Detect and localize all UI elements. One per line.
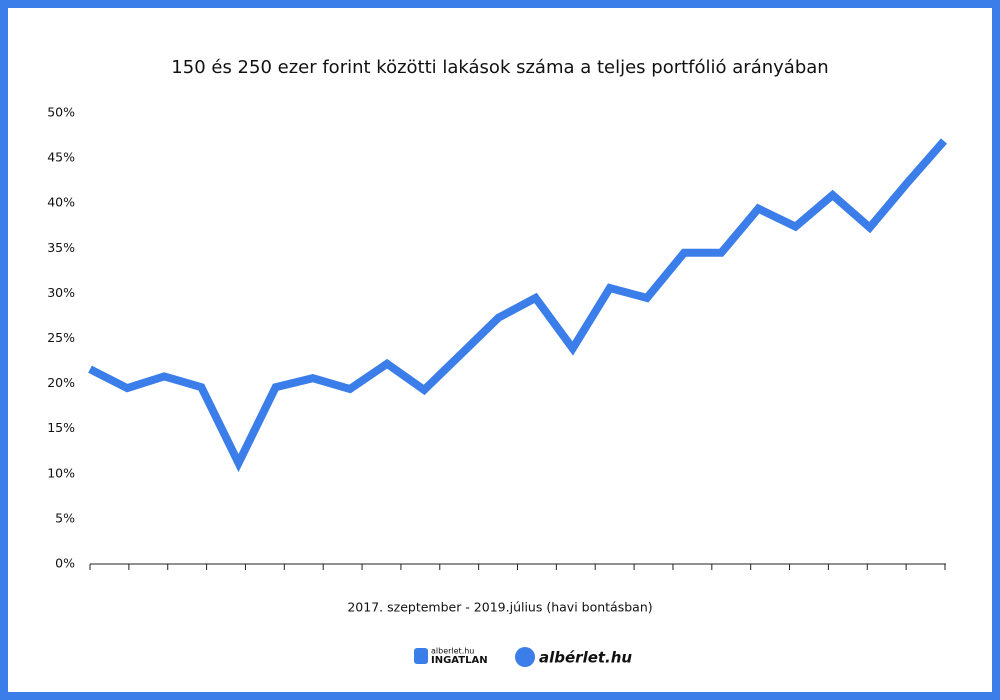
y-tick-label: 10%: [47, 465, 75, 480]
logo-text: albérlet.hu: [539, 649, 632, 667]
logo-text: INGATLAN: [431, 655, 488, 666]
y-tick-label: 20%: [47, 375, 75, 390]
y-tick-label: 30%: [47, 285, 75, 300]
logo-icon: [414, 648, 428, 664]
chart-title: 150 és 250 ezer forint közötti lakások s…: [171, 57, 828, 78]
data-line: [88, 138, 948, 473]
y-tick-label: 45%: [47, 150, 75, 165]
y-tick-label: 50%: [47, 105, 75, 120]
y-tick-label: 25%: [47, 330, 75, 345]
y-tick-label: 35%: [47, 240, 75, 255]
y-tick-label: 40%: [47, 195, 75, 210]
logo-text: alberlet.hu: [431, 647, 474, 656]
x-axis-label: 2017. szeptember - 2019.július (havi bon…: [347, 600, 652, 615]
y-tick-label: 5%: [55, 510, 75, 525]
logo-right: albérlet.hu: [515, 647, 632, 667]
logo-icon: [515, 647, 535, 667]
y-tick-label: 0%: [55, 556, 75, 571]
logo-left: alberlet.hu INGATLAN: [414, 647, 488, 666]
y-tick-label: 15%: [47, 420, 75, 435]
